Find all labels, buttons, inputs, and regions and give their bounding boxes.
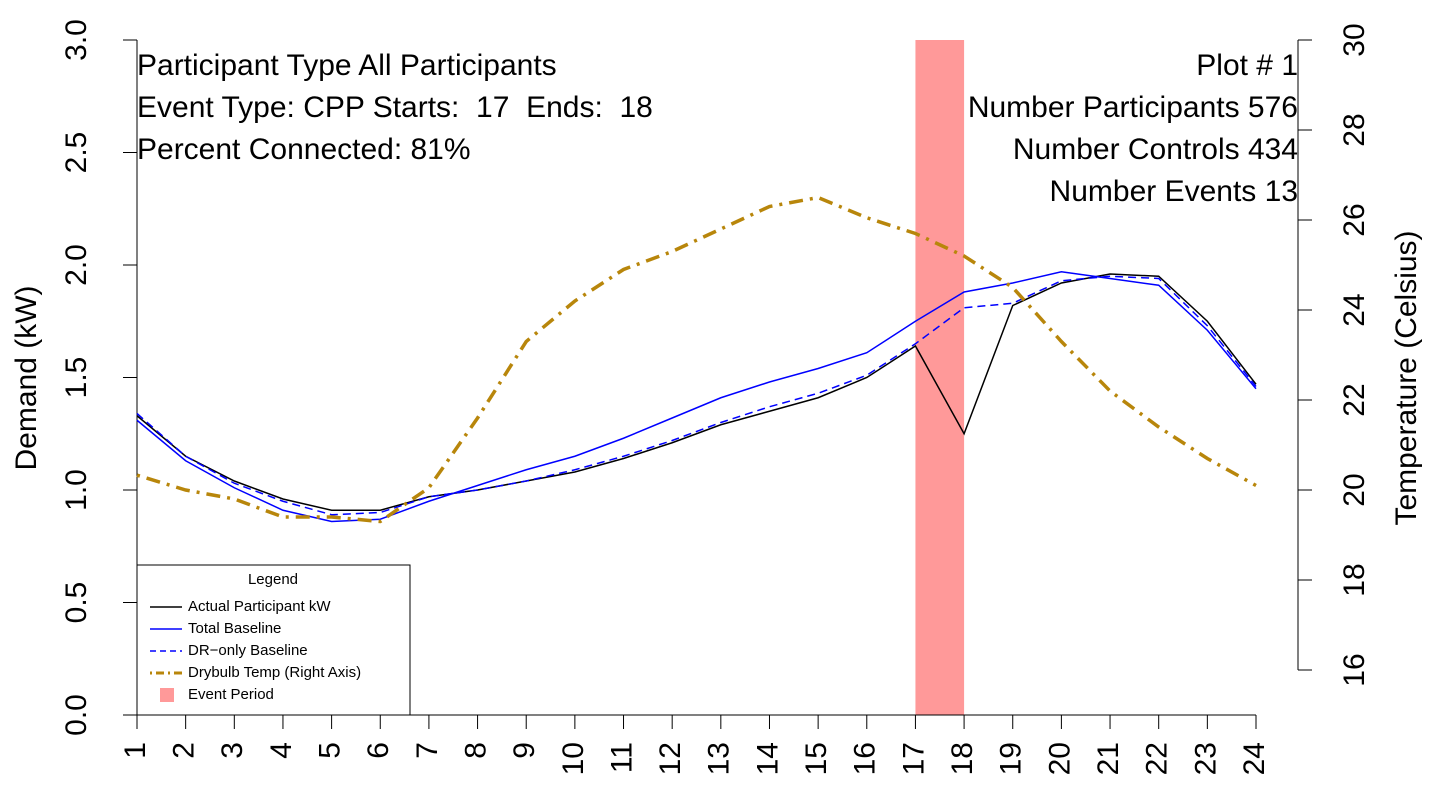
x-tick-label: 19: [995, 742, 1028, 775]
x-tick-label: 24: [1238, 742, 1271, 775]
x-tick-label: 13: [703, 742, 736, 775]
x-tick-label: 17: [897, 742, 930, 775]
y2-tick-label: 24: [1338, 293, 1371, 326]
y2-tick-label: 18: [1338, 563, 1371, 596]
x-tick-label: 15: [800, 742, 833, 775]
y2-tick-label: 26: [1338, 203, 1371, 236]
x-tick-label: 2: [168, 742, 201, 759]
legend-label: DR−only Baseline: [188, 642, 308, 659]
x-tick-label: 8: [459, 742, 492, 759]
x-tick-label: 7: [411, 742, 444, 759]
x-tick-label: 3: [216, 742, 249, 759]
y-tick-label: 1.0: [60, 469, 93, 511]
y-tick-label: 2.0: [60, 244, 93, 286]
y-tick-label: 1.5: [60, 357, 93, 399]
series-line: [136, 270, 1257, 523]
x-tick-label: 6: [362, 742, 395, 759]
x-tick-label: 16: [849, 742, 882, 775]
legend-label: Total Baseline: [188, 620, 281, 637]
x-tick-label: 5: [314, 742, 347, 759]
event-period: [915, 40, 965, 715]
y-tick-label: 2.5: [60, 132, 93, 174]
legend-label: Actual Participant kW: [188, 598, 331, 615]
annotation: Event Type: CPP Starts: 17 Ends: 18: [137, 91, 653, 124]
x-tick-label: 10: [557, 742, 590, 775]
x-tick-label: 11: [605, 742, 638, 773]
series-line: [136, 195, 1257, 524]
x-tick-label: 12: [654, 742, 687, 775]
legend-box: [136, 564, 411, 716]
y2-tick-label: 30: [1338, 23, 1371, 56]
x-tick-label: 23: [1189, 742, 1222, 775]
x-tick-label: 20: [1043, 742, 1076, 775]
x-tick-label: 14: [751, 742, 784, 775]
x-tick-label: 9: [508, 742, 541, 759]
y2-tick-label: 28: [1338, 113, 1371, 146]
annotation: Percent Connected: 81%: [137, 133, 471, 166]
annotation: Plot # 1: [1196, 49, 1298, 82]
y2-axis-label: Temperature (Celsius): [1390, 230, 1423, 525]
legend: Legend Actual Participant kW Total Baselin…: [136, 564, 411, 716]
legend-label: Event Period: [188, 686, 274, 703]
annotation: Number Events 13: [1050, 175, 1298, 208]
legend-title: Legend: [248, 571, 298, 588]
x-tick-label: 4: [265, 742, 298, 759]
y-axis-label: Demand (kW): [10, 285, 43, 470]
x-tick-label: 22: [1141, 742, 1174, 775]
series-line: [136, 273, 1257, 511]
legend-swatch: [160, 688, 174, 702]
x-tick-label: 18: [946, 742, 979, 775]
x-tick-label: 1: [119, 742, 152, 759]
y2-tick-label: 20: [1338, 473, 1371, 506]
annotation: Number Participants 576: [968, 91, 1298, 124]
y-tick-label: 0.5: [60, 582, 93, 624]
y-tick-label: 3.0: [60, 19, 93, 61]
legend-label: Drybulb Temp (Right Axis): [188, 664, 361, 681]
annotation: Number Controls 434: [1013, 133, 1298, 166]
series-line: [136, 275, 1257, 516]
x-tick-label: 21: [1092, 742, 1125, 775]
annotation: Participant Type All Participants: [137, 49, 557, 82]
y-tick-label: 0.0: [60, 694, 93, 736]
y2-tick-label: 22: [1338, 383, 1371, 416]
y2-tick-label: 16: [1338, 653, 1371, 686]
